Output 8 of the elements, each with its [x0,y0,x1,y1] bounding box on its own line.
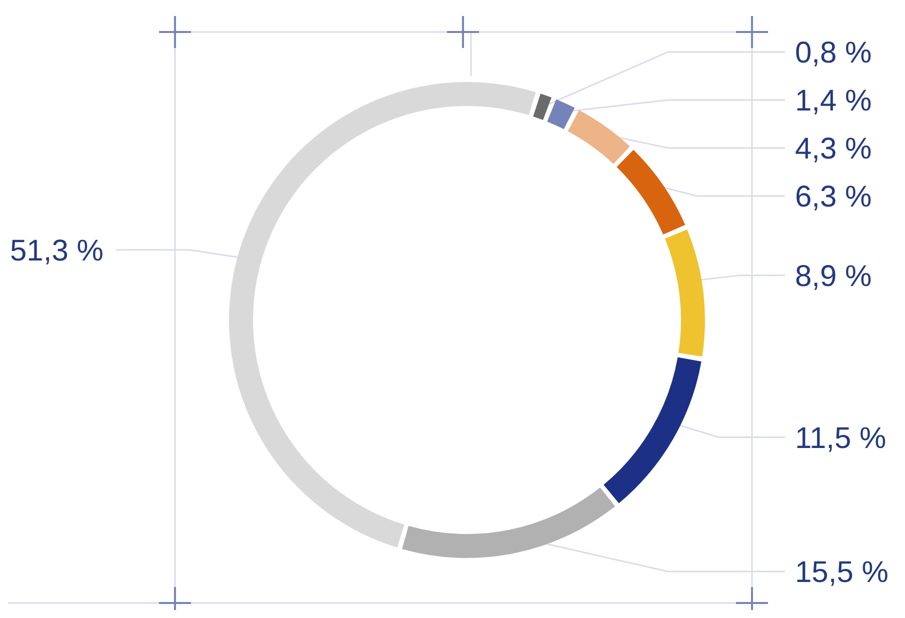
data-label: 4,3 % [795,132,872,166]
data-label: 6,3 % [795,180,872,214]
data-label: 51,3 % [10,234,104,268]
data-label: 11,5 % [795,422,886,455]
data-label: 0,8 % [795,36,872,70]
data-label: 1,4 % [795,84,872,118]
data-label: 15,5 % [795,556,888,590]
data-label: 8,9 % [795,260,872,293]
